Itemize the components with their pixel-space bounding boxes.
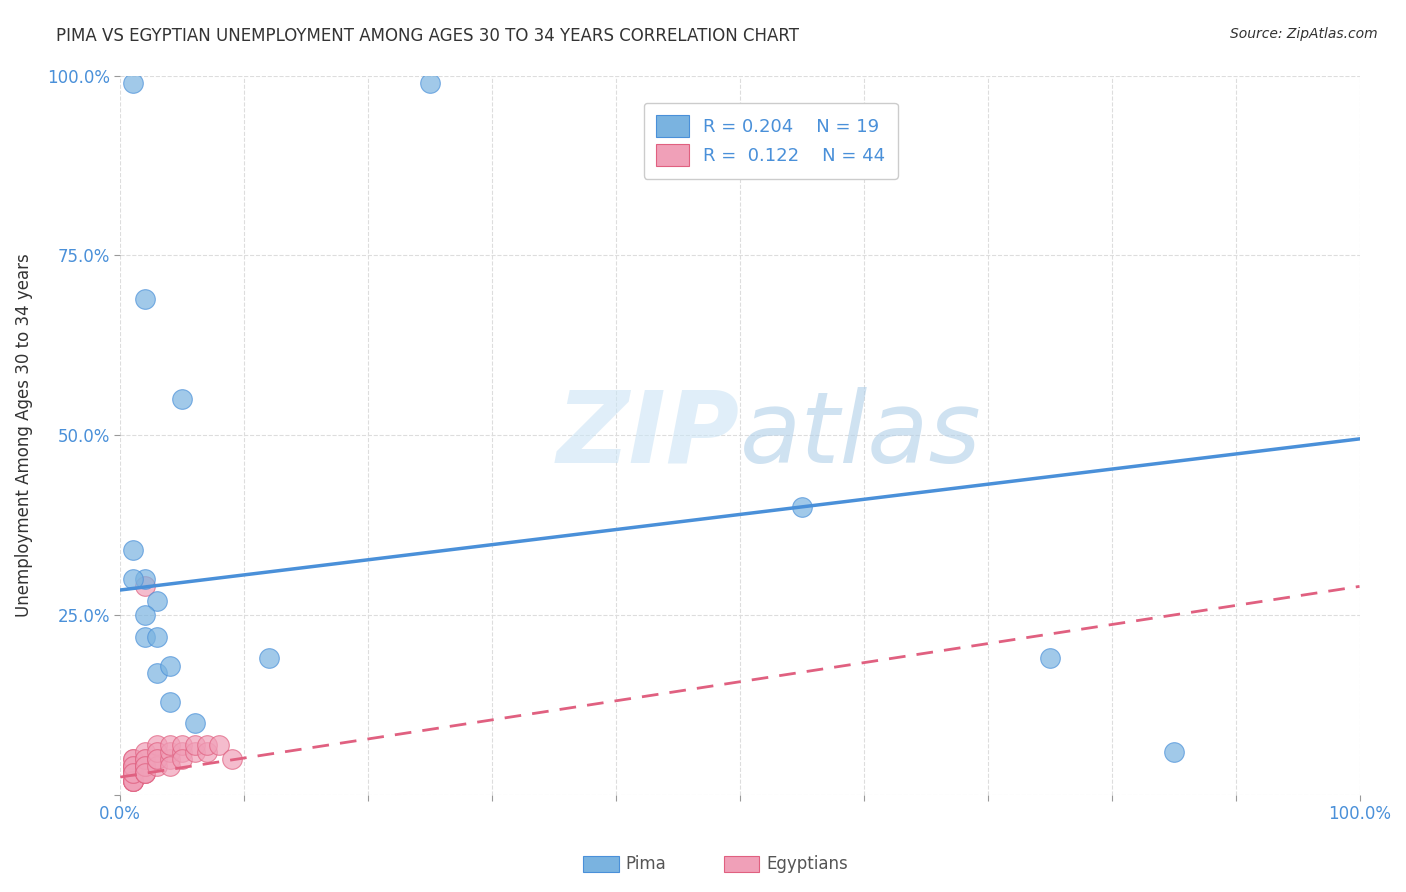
Point xyxy=(146,738,169,752)
Point xyxy=(146,594,169,608)
Text: ZIP: ZIP xyxy=(557,387,740,483)
Text: atlas: atlas xyxy=(740,387,981,483)
Text: Egyptians: Egyptians xyxy=(766,855,848,873)
Point xyxy=(121,766,143,780)
Point xyxy=(172,392,194,407)
Point xyxy=(121,759,143,773)
Point xyxy=(134,759,156,773)
Point xyxy=(146,752,169,766)
Point xyxy=(195,738,218,752)
Legend: R = 0.204    N = 19, R =  0.122    N = 44: R = 0.204 N = 19, R = 0.122 N = 44 xyxy=(644,103,898,179)
Point xyxy=(134,745,156,759)
Point xyxy=(195,745,218,759)
Point xyxy=(121,766,143,780)
Point xyxy=(1163,745,1185,759)
Point xyxy=(159,738,181,752)
Point xyxy=(134,572,156,586)
Point xyxy=(134,579,156,593)
Point xyxy=(121,76,143,90)
Point xyxy=(121,759,143,773)
Point xyxy=(134,630,156,644)
Point xyxy=(121,766,143,780)
Point xyxy=(121,752,143,766)
Point xyxy=(134,608,156,623)
Point xyxy=(134,766,156,780)
Point xyxy=(121,752,143,766)
Point xyxy=(121,766,143,780)
Point xyxy=(121,773,143,788)
Point xyxy=(121,773,143,788)
Point xyxy=(121,759,143,773)
Point xyxy=(208,738,231,752)
Point xyxy=(121,572,143,586)
Point xyxy=(146,630,169,644)
Text: PIMA VS EGYPTIAN UNEMPLOYMENT AMONG AGES 30 TO 34 YEARS CORRELATION CHART: PIMA VS EGYPTIAN UNEMPLOYMENT AMONG AGES… xyxy=(56,27,799,45)
Y-axis label: Unemployment Among Ages 30 to 34 years: Unemployment Among Ages 30 to 34 years xyxy=(15,253,32,617)
Point xyxy=(419,76,441,90)
Point xyxy=(146,759,169,773)
Point xyxy=(183,716,205,731)
Point xyxy=(121,759,143,773)
Point xyxy=(121,773,143,788)
Point xyxy=(159,759,181,773)
Point xyxy=(159,745,181,759)
Point xyxy=(172,752,194,766)
Point xyxy=(121,773,143,788)
Point xyxy=(159,752,181,766)
Point xyxy=(134,759,156,773)
Point xyxy=(134,752,156,766)
Text: Source: ZipAtlas.com: Source: ZipAtlas.com xyxy=(1230,27,1378,41)
Point xyxy=(146,665,169,680)
Point xyxy=(790,500,813,515)
Text: Pima: Pima xyxy=(626,855,666,873)
Point xyxy=(134,292,156,306)
Point xyxy=(121,766,143,780)
Point xyxy=(134,766,156,780)
Point xyxy=(257,651,280,665)
Point xyxy=(159,658,181,673)
Point xyxy=(172,738,194,752)
Point xyxy=(172,745,194,759)
Point xyxy=(183,738,205,752)
Point xyxy=(146,752,169,766)
Point xyxy=(134,766,156,780)
Point xyxy=(134,752,156,766)
Point xyxy=(1039,651,1062,665)
Point xyxy=(183,745,205,759)
Point xyxy=(221,752,243,766)
Point xyxy=(121,543,143,558)
Point xyxy=(121,766,143,780)
Point xyxy=(146,745,169,759)
Point xyxy=(159,694,181,708)
Point xyxy=(134,759,156,773)
